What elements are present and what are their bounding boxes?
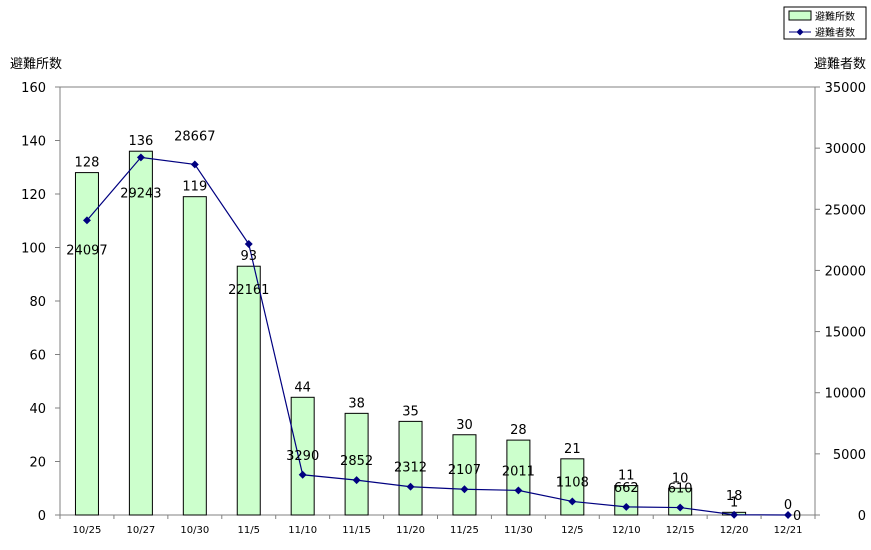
line-path	[86, 156, 789, 516]
right-tick-label: 35000	[825, 81, 866, 96]
bar	[614, 485, 639, 516]
line-point	[622, 502, 631, 511]
bar	[290, 396, 315, 516]
left-tick-label: 40	[29, 402, 46, 417]
left-axis-title: 避難所数	[10, 57, 62, 72]
line-point	[514, 486, 523, 495]
line-point	[460, 485, 469, 494]
bar	[560, 458, 585, 516]
category-label: 11/15	[342, 525, 371, 536]
right-axis: 0 5000 10000 15000 20000 25000 30000 35000	[815, 81, 866, 524]
line-data-label: 1108	[556, 475, 589, 490]
category-label: 11/25	[450, 525, 479, 536]
line-data-label: 662	[614, 481, 639, 496]
right-tick-label: 5000	[833, 448, 866, 463]
right-tick-label: 30000	[825, 142, 866, 157]
bar-data-label: 35	[402, 404, 419, 419]
right-tick-label: 20000	[825, 264, 866, 279]
bar-data-label: 21	[564, 442, 581, 457]
left-tick-label: 160	[21, 81, 46, 96]
category-label: 12/10	[612, 525, 641, 536]
bar-data-label: 10	[672, 471, 689, 486]
bar	[74, 172, 99, 516]
category-label: 10/30	[180, 525, 209, 536]
line-data-label: 3290	[286, 449, 319, 464]
bar-data-label: 136	[128, 134, 153, 149]
line-data-label: 2852	[340, 454, 373, 469]
category-label: 11/20	[396, 525, 425, 536]
line-data-label: 2107	[448, 463, 481, 478]
left-tick-label: 0	[38, 509, 46, 524]
left-tick-label: 120	[21, 188, 46, 203]
line-data-label: 2312	[394, 461, 427, 476]
bar-data-label: 93	[240, 249, 257, 264]
bar-data-label: 11	[618, 469, 635, 484]
left-axis: 0 20 40 60 80 100 120 140 160	[21, 81, 60, 524]
legend-bar-label: 避難所数	[815, 10, 855, 23]
bar-data-label: 30	[456, 418, 473, 433]
left-tick-label: 60	[29, 349, 46, 364]
line-point	[352, 476, 361, 485]
category-label: 11/5	[238, 525, 260, 536]
line-data-label: 0	[793, 509, 801, 524]
line-data-label: 2011	[502, 464, 535, 479]
right-tick-label: 10000	[825, 387, 866, 402]
line-data-label: 29243	[120, 186, 161, 201]
line-point	[83, 216, 91, 225]
category-label: 10/25	[73, 525, 102, 536]
right-tick-label: 15000	[825, 326, 866, 341]
category-label: 11/30	[504, 525, 533, 536]
category-label: 12/20	[720, 525, 749, 536]
left-tick-label: 140	[21, 135, 46, 150]
line-point	[406, 482, 415, 491]
bar	[398, 420, 423, 516]
legend-line-label: 避難者数	[815, 26, 855, 39]
line-data-labels: 24097 29243 28667 22161 3290 2852 2312 2107 2011…	[66, 129, 801, 524]
bar	[506, 439, 531, 516]
right-axis-title: 避難者数	[814, 57, 866, 72]
line-data-label: 22161	[228, 283, 269, 298]
line-point	[190, 160, 199, 169]
category-label: 11/10	[288, 525, 317, 536]
category-label: 12/15	[666, 525, 695, 536]
category-label: 10/27	[126, 525, 155, 536]
right-tick-label: 25000	[825, 203, 866, 218]
line-point	[298, 470, 307, 479]
left-tick-label: 100	[21, 242, 46, 257]
bar-data-label: 28	[510, 423, 527, 438]
bar-data-label: 38	[348, 396, 365, 411]
plot-area	[59, 86, 816, 516]
bar-data-label: 1	[730, 495, 738, 510]
bar-data-label: 119	[182, 180, 207, 195]
line-data-label: 28667	[174, 129, 215, 144]
category-label: 12/21	[774, 525, 803, 536]
category-label: 12/5	[561, 525, 583, 536]
bar	[452, 434, 477, 516]
line-data-label: 610	[668, 482, 693, 497]
line-data-label: 18	[726, 489, 743, 504]
line-data-label: 24097	[66, 243, 107, 258]
bar	[128, 150, 153, 516]
bar	[182, 196, 207, 516]
legend-line-marker	[796, 28, 804, 36]
bar-data-label: 128	[75, 156, 100, 171]
legend: 避難所数 避難者数	[783, 6, 867, 40]
legend-bar-swatch	[788, 10, 812, 21]
bar-data-label: 44	[294, 380, 311, 395]
right-tick-label: 0	[858, 509, 866, 524]
bar	[344, 412, 369, 516]
line-point	[244, 240, 253, 248]
left-tick-label: 20	[29, 456, 46, 471]
left-tick-label: 80	[29, 295, 46, 310]
line-point	[136, 153, 145, 162]
x-axis: 10/25 10/27 10/30 11/5 11/10 11/15 11/20 11/25 1…	[59, 515, 816, 536]
bar-data-label: 0	[784, 498, 792, 513]
bar	[236, 265, 261, 516]
